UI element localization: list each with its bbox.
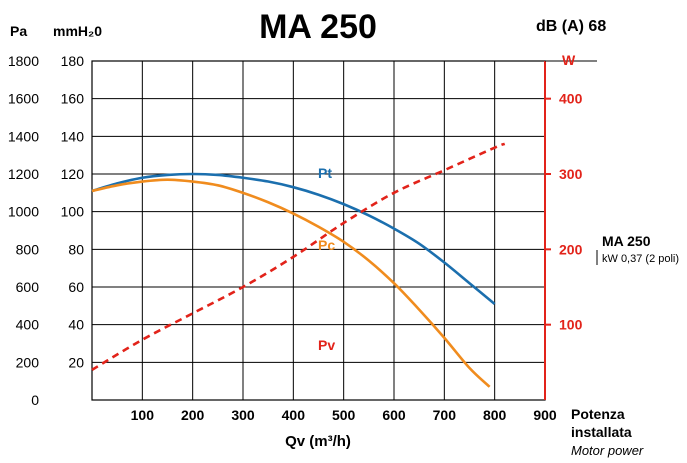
x-tick-label: 800 — [483, 407, 507, 423]
w-tick-label: 100 — [559, 317, 583, 333]
x-tick-label: 900 — [533, 407, 557, 423]
pa-tick-label: 800 — [16, 241, 40, 257]
series-label-pt: Pt — [318, 165, 332, 181]
motor-model-label: MA 250 — [602, 233, 651, 249]
power-label-line2: installata — [571, 424, 632, 440]
pa-unit-label: Pa — [10, 23, 27, 39]
mmh2o-tick-label: 160 — [61, 91, 85, 107]
x-axis-label: Qv (m³/h) — [285, 433, 351, 450]
mmh2o-tick-label: 40 — [68, 317, 84, 333]
pa-tick-label: 1000 — [8, 204, 39, 220]
w-tick-label: 400 — [559, 91, 583, 107]
mmh2o-tick-label: 120 — [61, 166, 85, 182]
pa-tick-label: 1600 — [8, 91, 39, 107]
series-line-pc — [91, 178, 491, 388]
series-line-pv — [91, 142, 506, 371]
x-tick-label: 200 — [181, 407, 205, 423]
mmh2o-tick-label: 80 — [68, 241, 84, 257]
motor-power-label: kW 0,37 (2 poli) — [602, 253, 679, 265]
pa-tick-label: 1200 — [8, 166, 39, 182]
pa-tick-label: 400 — [16, 317, 40, 333]
mmh2o-tick-label: 60 — [68, 279, 84, 295]
x-tick-label: 400 — [282, 407, 306, 423]
x-tick-label: 100 — [131, 407, 155, 423]
x-tick-label: 700 — [433, 407, 457, 423]
mmh2o-unit-label: mmH₂0 — [53, 23, 102, 39]
mmh2o-tick-label: 140 — [61, 128, 85, 144]
noise-level-label: dB (A) 68 — [536, 18, 606, 35]
x-tick-label: 600 — [382, 407, 406, 423]
pa-tick-label: 1400 — [8, 128, 39, 144]
series-label-pc: Pc — [318, 237, 335, 253]
pa-tick-label: 600 — [16, 279, 40, 295]
series-line-pt — [91, 172, 496, 305]
mmh2o-tick-label: 100 — [61, 204, 85, 220]
x-tick-label: 300 — [231, 407, 255, 423]
power-label-english: Motor power — [571, 443, 644, 458]
pa-tick-label: 1800 — [8, 53, 39, 69]
mmh2o-tick-label: 20 — [68, 354, 84, 370]
w-tick-label: 300 — [559, 166, 583, 182]
w-axis-unit: W — [562, 52, 576, 68]
x-tick-label: 500 — [332, 407, 356, 423]
power-label-line1: Potenza — [571, 406, 625, 422]
chart-title: MA 250 — [259, 8, 377, 46]
pa-tick-label: 0 — [31, 392, 39, 408]
w-tick-label: 200 — [559, 241, 583, 257]
series-label-pv: Pv — [318, 337, 335, 353]
pa-tick-label: 200 — [16, 354, 40, 370]
mmh2o-tick-label: 180 — [61, 53, 85, 69]
